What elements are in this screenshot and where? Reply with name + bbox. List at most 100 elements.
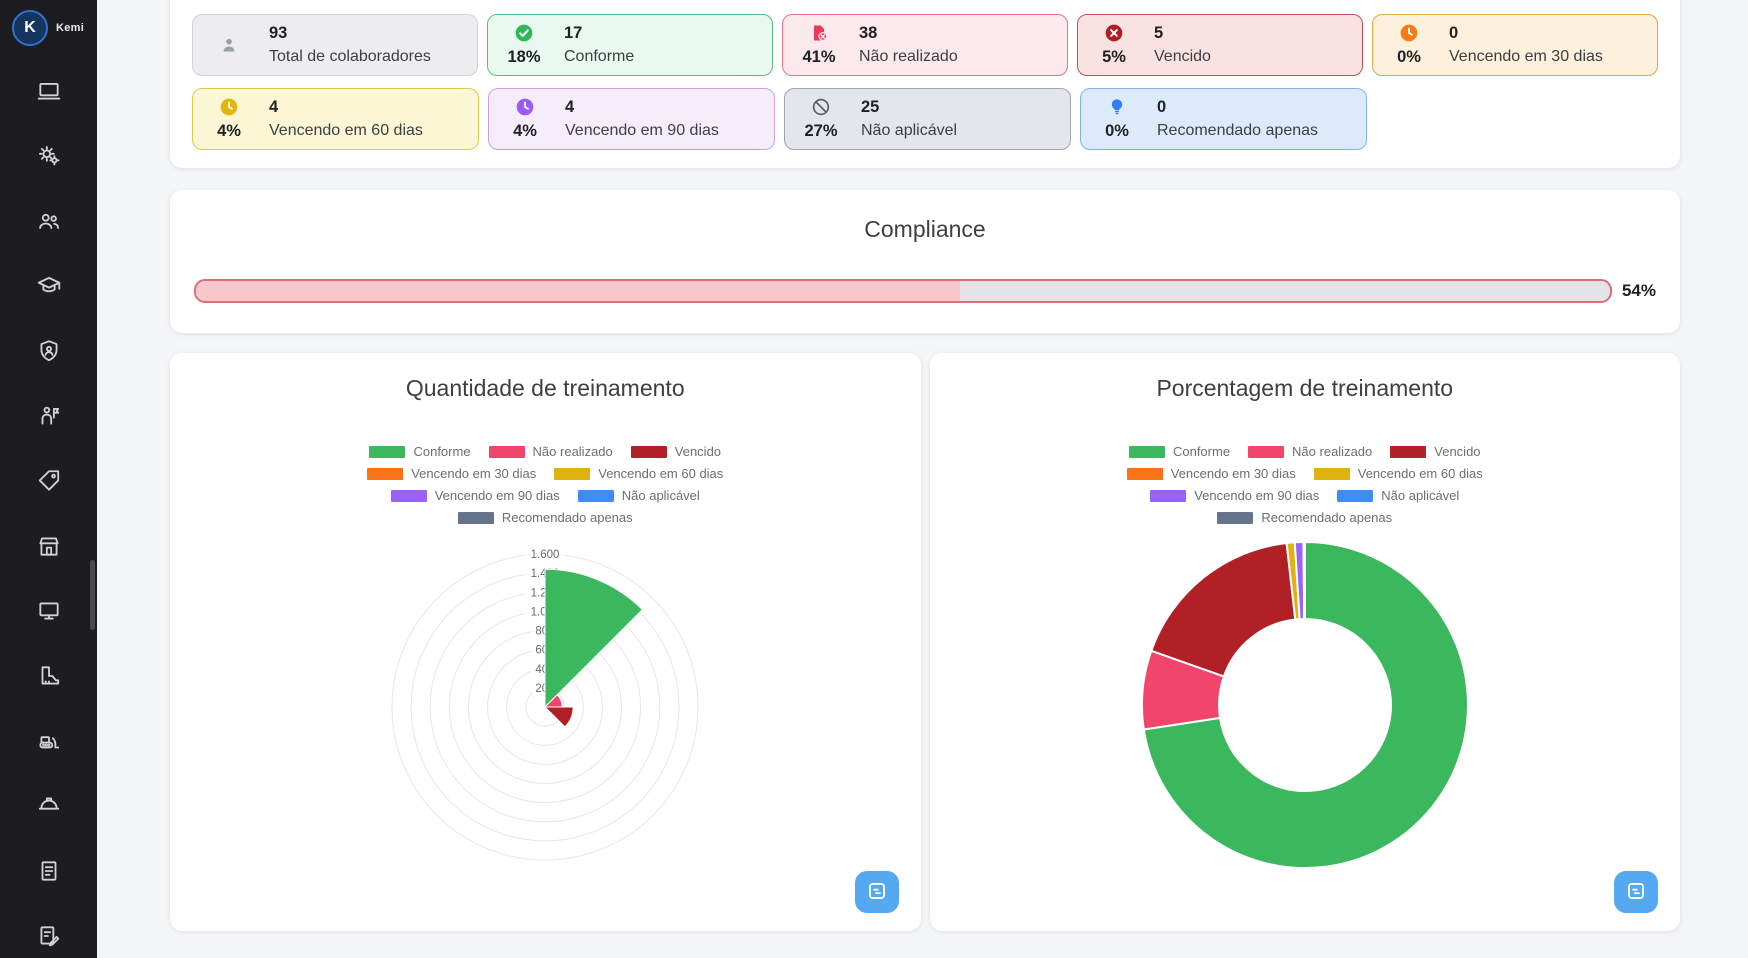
user-icon bbox=[219, 35, 239, 55]
legend-item[interactable]: Não aplicável bbox=[1337, 488, 1459, 503]
sidebar-item-person-flag[interactable] bbox=[36, 405, 62, 431]
stat-label: Não aplicável bbox=[861, 122, 958, 139]
stat-value: 4 bbox=[565, 97, 575, 116]
monitor-icon bbox=[36, 598, 62, 629]
legend-swatch bbox=[488, 445, 525, 458]
legend-item[interactable]: Não aplicável bbox=[577, 488, 700, 503]
report-icon bbox=[864, 878, 890, 907]
app-logo[interactable]: K Kemi bbox=[12, 10, 84, 46]
main-content: 93 Total de colaboradores 18% 17 Conforme 41%… bbox=[97, 0, 1748, 931]
bulldozer-icon bbox=[36, 728, 62, 759]
sidebar-item-tag[interactable] bbox=[36, 468, 62, 499]
x-circle-icon bbox=[1104, 23, 1124, 43]
legend-item[interactable]: Vencido bbox=[630, 444, 721, 459]
legend-label: Recomendado apenas bbox=[1261, 510, 1393, 525]
logo-label: Kemi bbox=[56, 22, 85, 34]
sidebar-item-document-list[interactable] bbox=[36, 860, 62, 886]
legend-label: Não aplicável bbox=[621, 488, 700, 503]
doughnut-chart bbox=[1140, 540, 1469, 869]
legend-item[interactable]: Vencendo em 60 dias bbox=[554, 466, 723, 481]
gears-icon bbox=[36, 143, 62, 174]
legend-label: Vencendo em 30 dias bbox=[1170, 466, 1296, 481]
stat-chip[interactable]: 41% 38 Não realizado bbox=[782, 14, 1068, 76]
stat-label: Vencendo em 30 dias bbox=[1449, 48, 1603, 65]
legend-item[interactable]: Conforme bbox=[1128, 444, 1231, 459]
sidebar-item-gears[interactable] bbox=[36, 145, 62, 171]
report-icon bbox=[1623, 878, 1649, 907]
stats-panel: 93 Total de colaboradores 18% 17 Conforme 41%… bbox=[170, 0, 1680, 168]
sidebar-item-bulldozer[interactable] bbox=[36, 730, 62, 756]
stat-percent: 41% bbox=[802, 47, 836, 66]
legend-item[interactable]: Não realizado bbox=[1248, 444, 1372, 459]
store-icon bbox=[36, 533, 62, 564]
sidebar-item-store[interactable] bbox=[36, 535, 62, 561]
sidebar-item-document-pen[interactable] bbox=[36, 925, 62, 951]
graduation-cap-icon bbox=[36, 273, 62, 304]
stat-percent: 4% bbox=[513, 121, 537, 140]
sidebar-scrollbar-thumb[interactable] bbox=[90, 560, 95, 630]
stat-chip[interactable]: 18% 17 Conforme bbox=[487, 14, 773, 76]
legend-item[interactable]: Não realizado bbox=[488, 444, 613, 459]
legend-swatch bbox=[367, 467, 404, 480]
clock-icon bbox=[515, 97, 535, 117]
users-icon bbox=[36, 208, 62, 239]
stat-chip[interactable]: 0% 0 Recomendado apenas bbox=[1080, 88, 1367, 150]
legend-label: Conforme bbox=[1172, 444, 1231, 459]
percentage-chart-title: Porcentagem de treinamento bbox=[1156, 375, 1454, 401]
legend-label: Conforme bbox=[413, 444, 471, 459]
legend-swatch bbox=[390, 489, 427, 502]
legend-swatch bbox=[369, 445, 406, 458]
tag-icon bbox=[36, 468, 62, 499]
report-button[interactable] bbox=[1614, 871, 1658, 913]
stat-chip[interactable]: 4% 4 Vencendo em 90 dias bbox=[488, 88, 775, 150]
legend-item[interactable]: Vencendo em 90 dias bbox=[1150, 488, 1319, 503]
legend-item[interactable]: Vencendo em 30 dias bbox=[1126, 466, 1296, 481]
legend-swatch bbox=[1126, 467, 1163, 480]
legend-item[interactable]: Vencendo em 60 dias bbox=[1313, 466, 1483, 481]
stat-chip[interactable]: 93 Total de colaboradores bbox=[192, 14, 478, 76]
legend-item[interactable]: Recomendado apenas bbox=[1217, 510, 1392, 525]
legend-swatch bbox=[554, 467, 591, 480]
legend-label: Não realizado bbox=[1292, 444, 1373, 459]
stat-chip[interactable]: 4% 4 Vencendo em 60 dias bbox=[192, 88, 479, 150]
stat-label: Total de colaboradores bbox=[269, 48, 431, 65]
stats-row-1: 93 Total de colaboradores 18% 17 Conforme 41%… bbox=[192, 14, 1658, 76]
stat-percent: 18% bbox=[507, 47, 541, 66]
sidebar-item-users[interactable] bbox=[36, 210, 62, 236]
hard-hat-icon bbox=[36, 793, 62, 824]
legend-swatch bbox=[1150, 489, 1187, 502]
stat-chip[interactable]: 0% 0 Vencendo em 30 dias bbox=[1372, 14, 1658, 76]
sidebar-item-shield-user[interactable] bbox=[36, 339, 62, 366]
legend-item[interactable]: Recomendado apenas bbox=[457, 510, 633, 525]
stat-label: Vencendo em 90 dias bbox=[565, 122, 719, 139]
legend-item[interactable]: Vencendo em 90 dias bbox=[390, 488, 560, 503]
stat-label: Conforme bbox=[564, 48, 635, 65]
person-flag-icon bbox=[36, 403, 62, 434]
legend-label: Vencendo em 30 dias bbox=[411, 466, 537, 481]
legend-label: Recomendado apenas bbox=[501, 510, 633, 525]
legend-swatch bbox=[1337, 489, 1374, 502]
stat-label: Vencendo em 60 dias bbox=[269, 122, 423, 139]
clock-icon bbox=[219, 97, 239, 117]
quantity-chart-title: Quantidade de treinamento bbox=[405, 375, 685, 401]
stat-value: 17 bbox=[564, 23, 583, 42]
sidebar-item-laptop[interactable] bbox=[36, 80, 62, 106]
stat-chip[interactable]: 5% 5 Vencido bbox=[1077, 14, 1363, 76]
stats-row-2: 4% 4 Vencendo em 60 dias 4% 4 Vencendo em 90 … bbox=[192, 88, 1658, 150]
check-circle-icon bbox=[514, 23, 534, 43]
stat-value: 38 bbox=[859, 23, 878, 42]
legend-label: Vencido bbox=[1434, 444, 1481, 459]
legend-item[interactable]: Conforme bbox=[369, 444, 471, 459]
stat-value: 4 bbox=[269, 97, 279, 116]
stat-value: 0 bbox=[1449, 23, 1459, 42]
sidebar-item-hard-hat[interactable] bbox=[36, 795, 62, 821]
stat-label: Recomendado apenas bbox=[1157, 122, 1319, 139]
legend-swatch bbox=[577, 489, 614, 502]
stat-chip[interactable]: 27% 25 Não aplicável bbox=[784, 88, 1071, 150]
sidebar-item-monitor[interactable] bbox=[36, 600, 62, 626]
report-button[interactable] bbox=[854, 871, 899, 913]
legend-item[interactable]: Vencido bbox=[1390, 444, 1481, 459]
legend-item[interactable]: Vencendo em 30 dias bbox=[367, 466, 536, 481]
sidebar-item-boot[interactable] bbox=[36, 665, 62, 691]
sidebar-item-graduation-cap[interactable] bbox=[36, 275, 62, 301]
